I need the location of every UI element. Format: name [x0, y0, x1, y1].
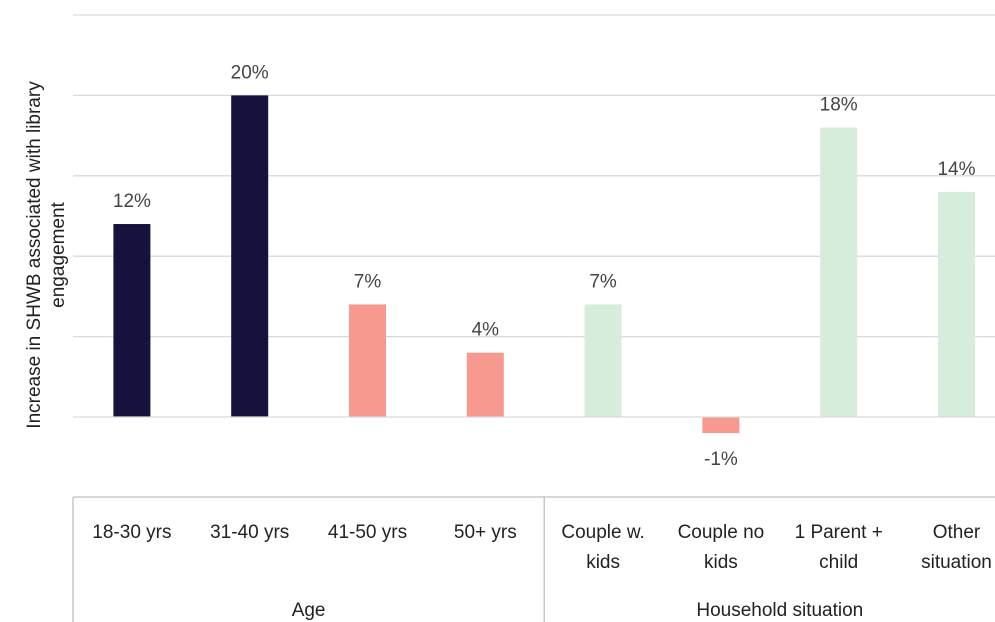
data-label: 18% — [820, 95, 858, 116]
bar — [584, 304, 622, 417]
group-label: Household situation — [696, 600, 863, 621]
bar — [820, 127, 858, 417]
category-label: 18-30 yrs — [92, 522, 171, 543]
bar — [231, 95, 269, 418]
data-label: 14% — [937, 159, 975, 180]
bars — [113, 95, 975, 434]
category-label: 50+ yrs — [454, 522, 517, 543]
bar — [702, 417, 740, 434]
bar — [349, 304, 386, 417]
bar — [938, 191, 975, 417]
data-label: 7% — [354, 271, 382, 292]
y-axis-label: Increase in SHWB associated with library… — [24, 81, 69, 429]
data-label: 12% — [113, 191, 151, 212]
category-label: 1 Parent + child — [795, 522, 883, 573]
data-label: 7% — [589, 271, 617, 292]
data-label: -1% — [704, 449, 738, 470]
category-axis: 18-30 yrs 31-40 yrs 41-50 yrs 50+ yrs Couple… — [72, 416, 995, 622]
group-label: Age — [292, 600, 326, 621]
category-label: 31-40 yrs — [210, 522, 289, 543]
data-label: 4% — [472, 320, 500, 341]
category-label: Couple w. kids — [561, 522, 644, 573]
bar — [466, 352, 504, 417]
category-label: Couple no kids — [678, 522, 765, 573]
bar — [113, 224, 151, 417]
data-label: 20% — [231, 62, 269, 83]
category-label: 41-50 yrs — [328, 522, 407, 543]
category-label: Other situation — [921, 522, 992, 573]
data-labels: 12% 20% 7% 4% 7% -1% 18% 14% — [113, 62, 976, 470]
